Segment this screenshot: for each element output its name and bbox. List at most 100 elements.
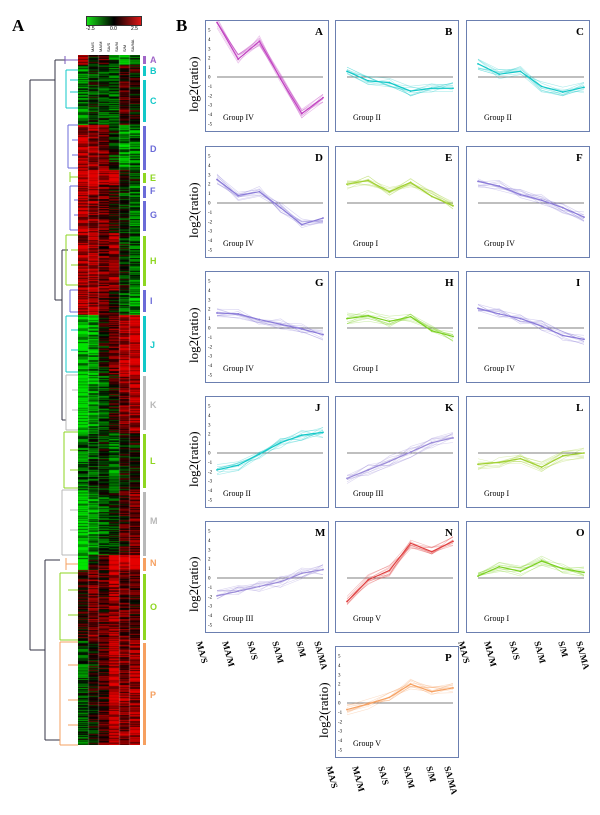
profile-chart-g: 5 4 3 2 1 0 -1 -2 -3 -4 -5 G Group IV (205, 271, 329, 383)
data-point (237, 313, 240, 315)
y-tick-label: 4 (208, 539, 211, 544)
y-tick-label: -2 (208, 94, 213, 99)
profile-line (217, 20, 324, 119)
data-point (279, 323, 282, 326)
data-point (477, 180, 479, 183)
y-tick-label: 5 (338, 655, 341, 660)
profile-line (477, 181, 585, 220)
y-axis-label-row2: log2(ratio) (186, 182, 201, 238)
mean-profile-line (346, 683, 454, 711)
data-point (322, 568, 324, 571)
cluster-bar-l (143, 434, 146, 488)
data-point (519, 317, 522, 320)
profile-line (477, 65, 585, 91)
data-point (367, 703, 370, 705)
cluster-label-p: P (150, 690, 157, 700)
y-tick-label: 0 (208, 327, 211, 332)
data-point (452, 540, 454, 543)
profile-chart-j: 5 4 3 2 1 0 -1 -2 -3 -4 -5 J Group II (205, 396, 329, 508)
y-tick-label: 1 (208, 66, 211, 71)
data-point (388, 460, 391, 463)
panel-a-letter: A (12, 16, 25, 35)
profile-line (477, 179, 585, 213)
mean-profile-line (216, 568, 324, 597)
mean-profile-line (346, 179, 454, 207)
cluster-label-i: I (150, 296, 153, 306)
mean-profile-line (216, 312, 324, 336)
profile-line (346, 71, 454, 92)
y-tick-label: 0 (338, 702, 341, 707)
panel-letter: J (315, 402, 321, 414)
group-label: Group I (353, 239, 378, 248)
data-point (346, 708, 348, 711)
data-point (367, 79, 370, 82)
data-point (258, 318, 261, 321)
cluster-label-f: F (150, 186, 156, 196)
data-point (519, 570, 522, 573)
data-point (300, 572, 303, 575)
data-point (322, 431, 324, 434)
y-tick-label: 2 (208, 308, 211, 313)
profile-line (346, 433, 454, 480)
profile-line (346, 66, 454, 91)
chart-frame (335, 271, 459, 383)
profile-line (346, 543, 454, 605)
panel-letter: G (315, 277, 324, 289)
profile-line (346, 69, 454, 94)
panel-letter: C (576, 26, 584, 38)
data-point (216, 312, 218, 314)
mean-profile-line (216, 179, 324, 226)
data-point (237, 58, 240, 61)
profile-line (346, 177, 454, 210)
y-tick-label: 1 (338, 692, 341, 697)
y-tick-label: -1 (208, 85, 213, 90)
data-point (237, 194, 240, 197)
mean-profile-line (346, 437, 454, 479)
mean-profile-line (477, 180, 585, 218)
chart-frame (205, 521, 329, 633)
profile-line (216, 315, 324, 336)
y-tick-label: 4 (338, 664, 341, 669)
cluster-label-c: C (150, 96, 157, 106)
cluster-label-k: K (150, 400, 157, 410)
y-axis-label-row1: log2(ratio) (186, 56, 201, 112)
y-tick-label: 2 (338, 683, 341, 688)
profile-line (346, 175, 454, 206)
y-tick-label: 4 (208, 164, 211, 169)
profile-line (216, 567, 324, 596)
cluster-label-a: A (150, 55, 157, 65)
data-point (452, 335, 454, 338)
data-point (540, 325, 543, 328)
y-tick-label: -2 (208, 595, 213, 600)
data-point (216, 21, 218, 24)
group-label: Group IV (223, 239, 254, 248)
data-point (322, 333, 324, 336)
y-tick-label: 2 (208, 183, 211, 188)
profile-line (216, 21, 324, 112)
profile-line (346, 432, 454, 480)
profile-chart-n: N Group V (335, 521, 459, 633)
data-point (561, 91, 564, 93)
data-point (237, 590, 240, 593)
data-point (477, 307, 479, 310)
profile-line (346, 313, 454, 335)
data-point (561, 206, 564, 209)
y-tick-label: -2 (208, 345, 213, 350)
cluster-label-l: L (150, 456, 156, 466)
data-point (477, 62, 479, 65)
profile-line (216, 564, 324, 595)
y-tick-label: 0 (208, 452, 211, 457)
cluster-bar-j (143, 316, 146, 372)
profile-line (346, 432, 454, 476)
data-point (477, 463, 479, 466)
profile-chart-p: 5 4 3 2 1 0 -1 -2 -3 -4 -5 P Group V (335, 646, 459, 758)
mean-profile-line (346, 315, 454, 338)
cluster-label-e: E (150, 173, 157, 183)
profile-line (216, 27, 324, 119)
y-tick-label: -3 (208, 355, 213, 360)
cluster-label-j: J (150, 340, 156, 350)
profile-line (346, 71, 454, 96)
profile-line (216, 182, 324, 227)
profile-line (346, 72, 454, 87)
profile-line (216, 564, 324, 591)
